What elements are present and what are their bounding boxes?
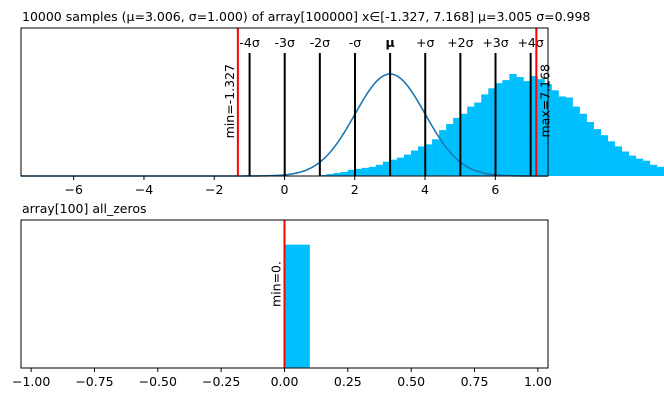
bar	[284, 244, 310, 368]
sigma-label: -σ	[349, 35, 362, 50]
histogram-bar	[425, 144, 433, 176]
histogram-bar	[340, 171, 349, 176]
histogram-bar	[621, 151, 630, 176]
histogram-bar	[656, 166, 664, 176]
histogram-bar	[368, 166, 377, 176]
x-tick-label: 1.00	[524, 374, 552, 389]
histogram-bar	[361, 167, 370, 176]
top-chart: 10000 samples (μ=3.006, σ=1.000) of arra…	[20, 9, 664, 197]
histogram-bar	[523, 81, 531, 176]
x-tick-label: −0.50	[139, 374, 177, 389]
histogram-bar	[389, 159, 398, 176]
min-label: min=-1.327	[222, 64, 237, 138]
histogram-bar	[432, 139, 440, 176]
sigma-label: -3σ	[275, 35, 295, 50]
histogram-bar	[649, 164, 658, 176]
histogram-bar	[565, 97, 573, 176]
bottom-min-line: min=0.	[269, 220, 286, 368]
histogram-bar	[495, 83, 503, 176]
histogram-bar	[439, 130, 447, 176]
histogram-bar	[530, 76, 538, 176]
sigma-label: -4σ	[239, 35, 259, 50]
bottom-x-axis: −1.00 −0.75 −0.50 −0.25 0.00 0.25 0.50 0.75 1.00	[12, 368, 552, 389]
sigma-label: +σ	[416, 35, 434, 50]
histogram-bar	[326, 173, 334, 176]
histogram-bar	[509, 74, 517, 176]
histogram-bar	[333, 172, 342, 176]
min-max-lines: min=-1.327 max=7.168	[222, 28, 552, 176]
histogram-bar	[572, 106, 580, 176]
histogram-bar	[516, 77, 524, 176]
histogram-bar	[551, 90, 559, 176]
sigma-label: +3σ	[482, 35, 508, 50]
x-tick-label: −0.75	[75, 374, 113, 389]
histogram-bar	[537, 79, 545, 176]
histogram-bar	[474, 102, 482, 176]
histogram-bar	[410, 150, 419, 176]
histogram-bar	[642, 160, 651, 176]
sigma-label: μ	[386, 35, 395, 50]
histogram-bar	[607, 141, 616, 176]
histogram-bar	[614, 146, 623, 176]
top-x-axis: −6 −4 −2 0 2 4 6	[64, 176, 499, 197]
histogram-bar	[628, 155, 637, 176]
x-tick-label: 0.75	[461, 374, 489, 389]
sigma-label: -2σ	[310, 35, 330, 50]
histogram-bar	[396, 157, 405, 176]
histogram-bar	[418, 146, 426, 176]
histogram-bar	[558, 96, 566, 176]
x-tick-label: 2	[351, 182, 359, 197]
histogram-bar	[382, 161, 391, 176]
sigma-lines: -4σ -3σ -2σ -σ μ +σ +2σ +3σ +4σ	[239, 35, 544, 176]
x-tick-label: 0.50	[397, 374, 425, 389]
min-label: min=0.	[269, 261, 284, 307]
max-label: max=7.168	[537, 64, 552, 138]
histogram-bar	[586, 121, 594, 176]
x-tick-label: −0.25	[202, 374, 240, 389]
x-tick-label: 0.00	[271, 374, 299, 389]
histogram-bar	[502, 80, 510, 176]
histogram-bar	[600, 135, 609, 176]
histogram-bar	[579, 113, 587, 176]
histogram-bar	[375, 164, 384, 176]
x-tick-label: 0.25	[334, 374, 362, 389]
x-tick-label: −4	[135, 182, 153, 197]
histogram-bar	[635, 158, 644, 176]
x-tick-label: 6	[491, 182, 499, 197]
top-histogram	[319, 74, 664, 176]
histogram-bar	[354, 168, 363, 176]
histogram-bar	[467, 106, 475, 176]
histogram-bar	[481, 94, 489, 176]
top-chart-title: 10000 samples (μ=3.006, σ=1.000) of arra…	[22, 9, 590, 24]
histogram-bar	[453, 117, 461, 176]
histogram-bar	[460, 113, 468, 176]
histogram-bar	[593, 129, 601, 176]
x-tick-label: −6	[64, 182, 82, 197]
sigma-label: +2σ	[447, 35, 473, 50]
histogram-bar	[488, 88, 496, 176]
x-tick-label: 0	[281, 182, 289, 197]
histogram-bar	[403, 154, 412, 176]
bottom-bars	[284, 244, 310, 368]
x-tick-label: 4	[421, 182, 429, 197]
histogram-bar	[347, 169, 356, 176]
bottom-chart-title: array[100] all_zeros	[22, 201, 147, 216]
x-tick-label: −2	[205, 182, 223, 197]
bottom-chart: array[100] all_zeros min=0. −1.00 −0.75 −0…	[12, 201, 552, 389]
sigma-label: +4σ	[517, 35, 543, 50]
x-tick-label: −1.00	[12, 374, 50, 389]
histogram-bar	[319, 174, 327, 176]
histogram-bar	[446, 123, 454, 176]
